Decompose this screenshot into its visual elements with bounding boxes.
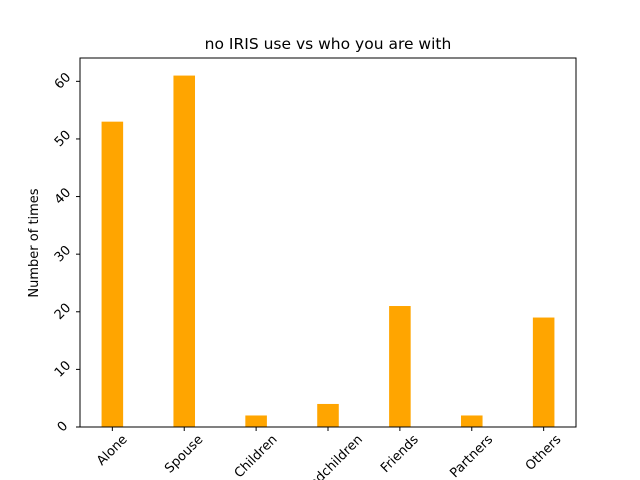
bar [101, 121, 124, 427]
y-tick-label: 60 [52, 70, 74, 92]
y-tick-label: 30 [52, 243, 74, 265]
y-tick-label: 50 [52, 128, 74, 150]
bar [173, 75, 196, 428]
y-tick-label: 20 [52, 301, 74, 323]
y-tick-label: 10 [52, 358, 74, 380]
bar [532, 317, 555, 427]
y-tick-label: 0 [55, 419, 71, 435]
bar [317, 403, 339, 427]
x-tick-label: Others [523, 432, 565, 474]
y-axis-label: Number of times [27, 188, 42, 297]
bar [460, 415, 483, 427]
bar [389, 306, 411, 427]
x-tick-label: Spouse [162, 432, 206, 476]
chart-title: no IRIS use vs who you are with [205, 35, 452, 53]
x-tick-label: Grandchildren [290, 432, 366, 480]
bar [245, 415, 267, 427]
plot-frame [79, 57, 577, 428]
x-tick-label: Partners [447, 432, 496, 480]
x-tick-label: Friends [378, 432, 422, 476]
x-tick-label: Alone [94, 432, 131, 469]
y-tick-label: 40 [52, 185, 74, 207]
x-tick-label: Children [232, 432, 281, 480]
